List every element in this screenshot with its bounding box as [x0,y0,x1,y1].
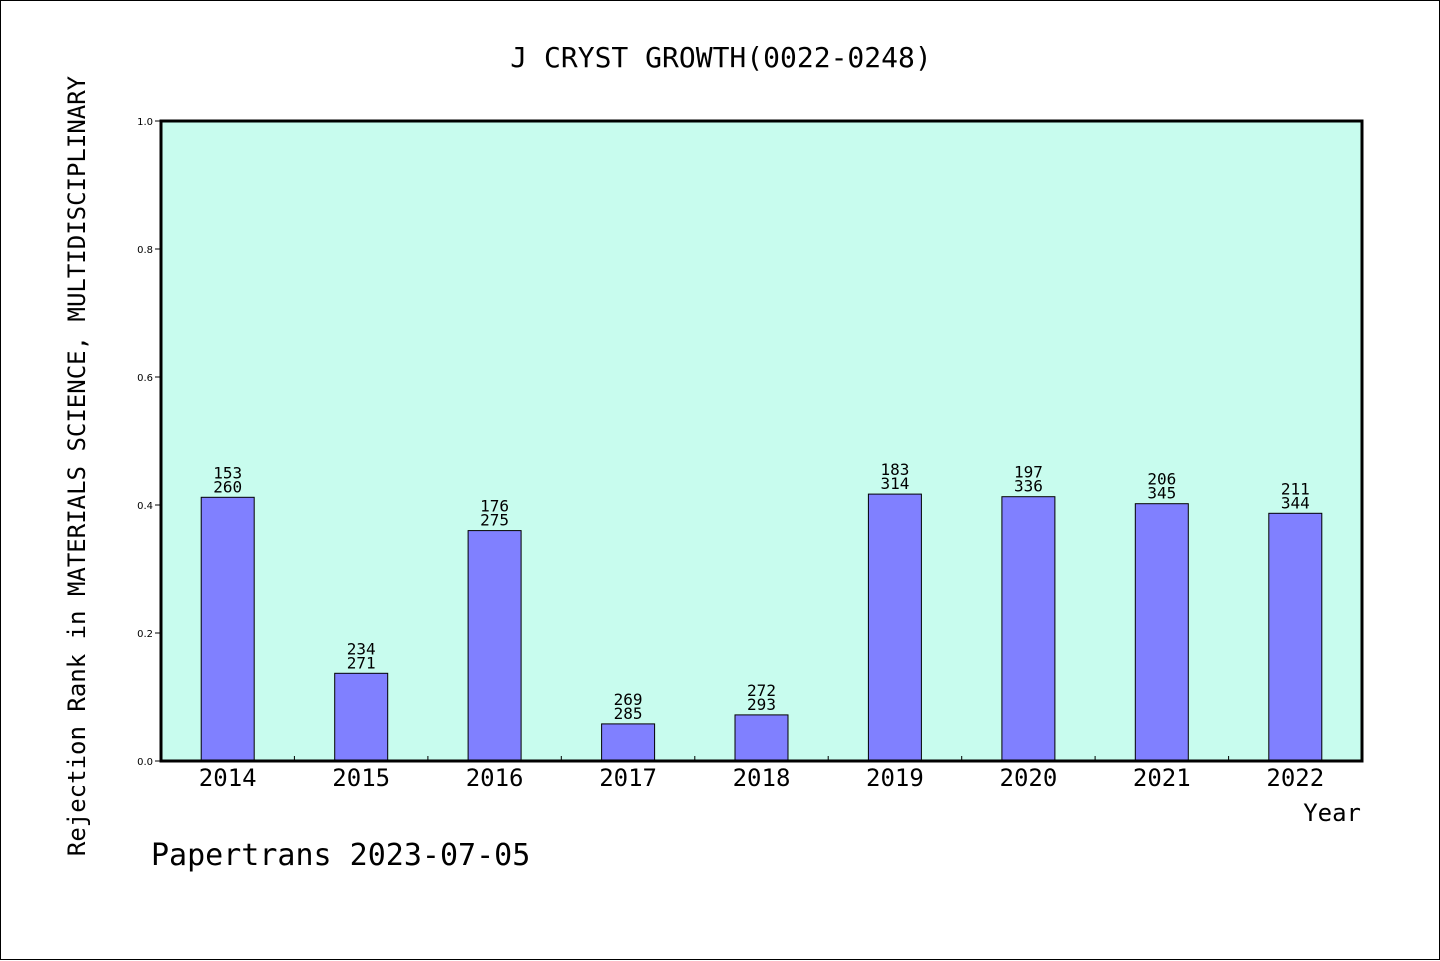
bar-label-bottom-2021: 345 [1147,484,1176,503]
bar-2018 [734,714,789,762]
bar-label-bottom-2018: 293 [747,695,776,714]
bar-2021 [1134,503,1189,762]
bar-label-top-2016: 176 [480,497,509,516]
bar-label-top-2022: 211 [1281,479,1310,498]
bar-label-top-2019: 183 [880,460,909,479]
x-tick-label-2015: 2015 [332,764,390,792]
bar-2016 [467,530,522,762]
bar-2019 [867,493,922,762]
bar-label-top-2015: 234 [347,639,376,658]
x-tick-label-2016: 2016 [466,764,524,792]
bar-group: 1532602342711762752692852722931833141973… [200,460,1323,762]
chart-title: J CRYST GROWTH(0022-0248) [510,41,931,74]
y-tick-label-2: 0.4 [137,501,153,512]
bar-label-bottom-2015: 271 [347,653,376,672]
y-tick-label-3: 0.6 [137,373,153,384]
x-tick-label-2014: 2014 [199,764,257,792]
bar-label-bottom-2014: 260 [213,477,242,496]
bar-label-top-2018: 272 [747,681,776,700]
bar-label-bottom-2017: 285 [614,704,643,723]
x-tick-label-2022: 2022 [1266,764,1324,792]
bar-label-top-2014: 153 [213,463,242,482]
bar-2017 [601,723,656,762]
y-tick-label-5: 1.0 [137,117,153,128]
bar-label-bottom-2019: 314 [880,474,909,493]
y-tick-label-1: 0.2 [137,629,153,640]
bar-label-bottom-2016: 275 [480,511,509,530]
x-tick-label-2020: 2020 [1000,764,1058,792]
x-tick-label-2021: 2021 [1133,764,1191,792]
bar-label-top-2017: 269 [614,690,643,709]
bar-label-top-2020: 197 [1014,463,1043,482]
bar-2015 [334,672,389,762]
axes: 2014 2015 2016 2017 2018 2019 2020 2021 2022 0.0 0… [137,117,1324,792]
bar-2014 [200,496,255,762]
bar-2022 [1268,512,1323,762]
x-tick-label-2018: 2018 [733,764,791,792]
bar-label-top-2021: 206 [1147,470,1176,489]
y-tick-label-4: 0.8 [137,245,153,256]
x-tick-label-2017: 2017 [599,764,657,792]
x-tick-label-2019: 2019 [866,764,924,792]
bar-2020 [1001,496,1056,762]
bar-label-bottom-2020: 336 [1014,477,1043,496]
bar-label-bottom-2022: 344 [1281,493,1310,512]
y-tick-label-0: 0.0 [137,757,153,768]
footer-text: Papertrans 2023-07-05 [151,838,530,873]
y-axis-label: Rejection Rank in MATERIALS SCIENCE, MUL… [63,75,91,856]
plot-border [159,119,1364,763]
x-axis-label: Year [1303,799,1361,827]
